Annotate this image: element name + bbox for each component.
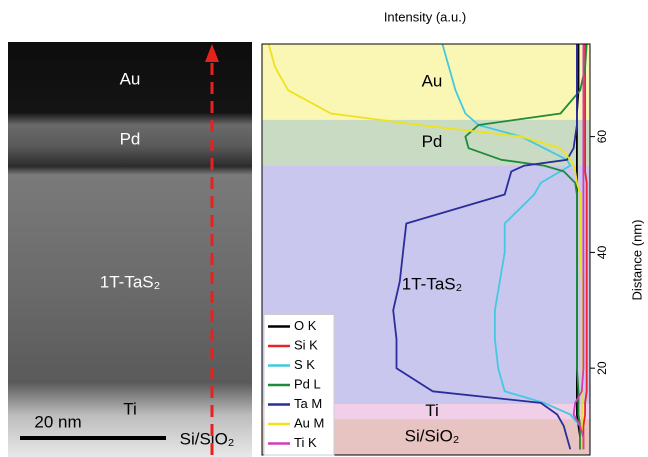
profile-line — [392, 44, 578, 450]
profile-line — [582, 44, 588, 450]
chart-title: Intensity (a.u.) — [384, 9, 466, 24]
layer-region — [262, 119, 590, 166]
eds-profile: Intensity (a.u.) Distance (nm) Au Pd 1T-Ta… — [261, 9, 644, 456]
legend-label: Ti K — [294, 435, 317, 450]
legend: O K Si K S K Pd L Ta M Au M Ti K — [263, 314, 335, 456]
layer-label: Pd — [422, 132, 443, 151]
layer-region — [262, 44, 590, 120]
legend-label: Pd L — [294, 376, 321, 391]
layer-label: Ti — [425, 401, 439, 420]
layer-label: 1T-TaS₂ — [402, 274, 462, 293]
tem-background — [8, 42, 252, 457]
profile-line — [464, 43, 588, 450]
scan-arrow-head — [205, 44, 219, 62]
legend-label: Ta M — [294, 396, 322, 411]
tem-image: Au Pd 1T-TaS₂ Ti Si/SiO₂ 20 nm — [8, 42, 252, 457]
tem-label: Pd — [120, 129, 141, 148]
profile-line — [267, 43, 583, 450]
y-tick-label: 20 — [595, 361, 609, 375]
y-tick-label: 40 — [595, 245, 609, 259]
tem-label: 1T-TaS₂ — [100, 272, 160, 291]
legend-label: O K — [294, 318, 317, 333]
axis-title: Distance (nm) — [629, 220, 644, 301]
plot-frame — [261, 43, 591, 456]
tem-label: Si/SiO₂ — [180, 429, 235, 448]
legend-label: S K — [294, 357, 315, 372]
legend-label: Au M — [294, 415, 324, 430]
profile-line — [572, 44, 585, 450]
y-tick-label: 60 — [595, 130, 609, 144]
tem-label: Ti — [123, 399, 137, 418]
layer-region — [262, 404, 590, 420]
scale-bar-label: 20 nm — [34, 412, 81, 431]
profile-line — [441, 43, 585, 450]
legend-label: Si K — [294, 337, 318, 352]
tem-label: Au — [120, 69, 141, 88]
layer-label: Si/SiO₂ — [405, 427, 460, 446]
layer-label: Au — [422, 71, 443, 90]
